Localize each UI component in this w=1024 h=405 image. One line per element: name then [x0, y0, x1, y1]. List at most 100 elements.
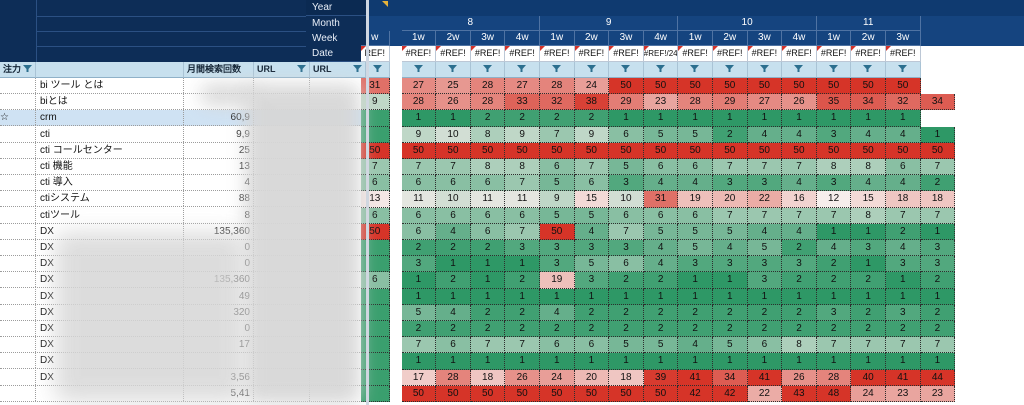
rank-cell[interactable]: 20 — [574, 369, 610, 386]
rank-cell[interactable]: 29 — [609, 94, 644, 111]
week-cell[interactable]: 2w — [574, 31, 610, 46]
rank-cell[interactable]: 3 — [851, 240, 886, 257]
rank-cell[interactable]: 1 — [886, 353, 921, 370]
rank-cell[interactable]: 28 — [816, 369, 852, 386]
keyword-cell[interactable]: ctiシステム — [36, 191, 184, 207]
date-cell[interactable]: #REF! — [574, 46, 610, 62]
star-cell[interactable] — [0, 369, 36, 385]
filter-icon[interactable] — [413, 65, 423, 72]
rank-cell[interactable]: 1 — [782, 110, 817, 127]
rank-cell[interactable]: 6 — [436, 207, 471, 224]
rank-cell[interactable]: 6 — [678, 159, 713, 176]
filter-icon[interactable] — [898, 65, 907, 72]
filter-icon[interactable] — [828, 65, 838, 72]
date-cell[interactable]: #REF! — [470, 46, 506, 62]
filter-cell[interactable] — [816, 62, 852, 78]
filter-icon[interactable] — [353, 65, 362, 72]
rank-cell[interactable]: 5 — [643, 223, 679, 240]
rank-cell[interactable]: 3 — [747, 175, 783, 192]
rank-cell[interactable]: 15 — [574, 191, 610, 208]
rank-cell[interactable]: 2 — [782, 240, 817, 257]
filter-icon[interactable] — [621, 65, 631, 72]
rank-cell[interactable]: 3 — [713, 175, 748, 192]
star-cell[interactable] — [0, 94, 36, 110]
rank-cell[interactable]: 4 — [747, 126, 783, 143]
rank-cell[interactable]: 2 — [470, 321, 506, 338]
rank-cell[interactable]: 4 — [782, 175, 817, 192]
rank-cell[interactable]: 7 — [816, 337, 852, 354]
week-cell[interactable]: 2w — [436, 31, 471, 46]
rank-cell[interactable]: 50 — [816, 78, 852, 95]
filter-icon[interactable] — [794, 65, 804, 72]
rank-cell[interactable]: 2 — [816, 272, 852, 289]
rank-cell[interactable]: 48 — [816, 385, 852, 402]
rank-cell[interactable]: 4 — [816, 240, 852, 257]
filter-icon[interactable] — [759, 65, 769, 72]
rank-cell[interactable]: 7 — [540, 126, 575, 143]
filter-cell[interactable] — [505, 62, 540, 78]
rank-cell[interactable]: 41 — [747, 369, 783, 386]
rank-cell[interactable]: 5 — [678, 240, 713, 257]
rank-cell[interactable]: 19 — [540, 272, 575, 289]
search-volume-cell[interactable]: 25 — [184, 142, 254, 158]
filter-cell[interactable] — [678, 62, 713, 78]
rank-cell[interactable]: 7 — [505, 223, 540, 240]
date-cell[interactable]: #REF! — [505, 46, 540, 62]
rank-cell[interactable]: 2 — [643, 321, 679, 338]
url-header-1[interactable]: URL — [254, 62, 310, 78]
rank-cell[interactable]: 2 — [713, 304, 748, 321]
rank-cell[interactable]: 7 — [747, 159, 783, 176]
rank-cell[interactable]: 4 — [678, 175, 713, 192]
rank-cell[interactable]: 2 — [643, 304, 679, 321]
rank-cell[interactable]: 24 — [851, 385, 886, 402]
date-cell[interactable]: #REF! — [747, 46, 783, 62]
rank-cell[interactable]: 9 — [401, 126, 437, 143]
rank-cell[interactable]: 1 — [920, 353, 956, 370]
star-cell[interactable] — [0, 159, 36, 174]
rank-cell[interactable]: 7 — [505, 337, 540, 354]
rank-cell[interactable]: 4 — [643, 256, 679, 273]
rank-cell[interactable]: 4 — [540, 304, 575, 321]
rank-cell[interactable]: 44 — [920, 369, 956, 386]
rank-cell[interactable]: 1 — [920, 223, 956, 240]
rank-cell[interactable]: 5 — [713, 337, 748, 354]
rank-cell[interactable]: 1 — [505, 353, 540, 370]
rank-cell[interactable]: 28 — [470, 94, 506, 111]
rank-cell[interactable]: 6 — [678, 207, 713, 224]
search-volume-cell[interactable]: 60,9 — [184, 110, 254, 126]
rank-cell[interactable]: 1 — [747, 353, 783, 370]
rank-cell[interactable]: 32 — [886, 94, 921, 111]
rank-cell[interactable]: 7 — [886, 337, 921, 354]
rank-cell[interactable]: 4 — [747, 223, 783, 240]
star-cell[interactable] — [0, 191, 36, 207]
filter-icon[interactable] — [448, 65, 458, 72]
rank-cell[interactable]: 7 — [920, 159, 956, 176]
date-cell[interactable]: #REF! — [436, 46, 471, 62]
star-cell[interactable] — [0, 126, 36, 142]
rank-cell[interactable]: 2 — [470, 240, 506, 257]
rank-cell[interactable]: 1 — [609, 288, 644, 305]
date-cell[interactable]: #REF! — [678, 46, 713, 62]
rank-cell[interactable]: 3 — [816, 126, 852, 143]
rank-cell[interactable]: 29 — [713, 94, 748, 111]
search-volume-cell[interactable]: 8 — [184, 207, 254, 223]
rank-cell[interactable]: 1 — [436, 256, 471, 273]
star-cell[interactable] — [0, 223, 36, 239]
rank-cell[interactable]: 5 — [747, 240, 783, 257]
rank-cell[interactable]: 1 — [782, 353, 817, 370]
rank-cell[interactable]: 4 — [643, 175, 679, 192]
rank-cell[interactable]: 50 — [609, 142, 644, 159]
rank-cell[interactable]: 50 — [540, 223, 575, 240]
rank-cell[interactable]: 28 — [470, 78, 506, 95]
rank-cell[interactable]: 11 — [401, 191, 437, 208]
filter-cell[interactable] — [643, 62, 679, 78]
rank-cell[interactable]: 2 — [505, 272, 540, 289]
rank-cell[interactable]: 4 — [436, 304, 471, 321]
rank-cell[interactable]: 6 — [436, 337, 471, 354]
rank-cell[interactable]: 35 — [816, 94, 852, 111]
date-cell[interactable]: #REF!/24-9/30 — [643, 46, 679, 62]
rank-cell[interactable]: 2 — [436, 240, 471, 257]
rank-cell[interactable]: 26 — [436, 94, 471, 111]
rank-cell[interactable]: 40 — [851, 369, 886, 386]
rank-cell[interactable]: 4 — [713, 240, 748, 257]
